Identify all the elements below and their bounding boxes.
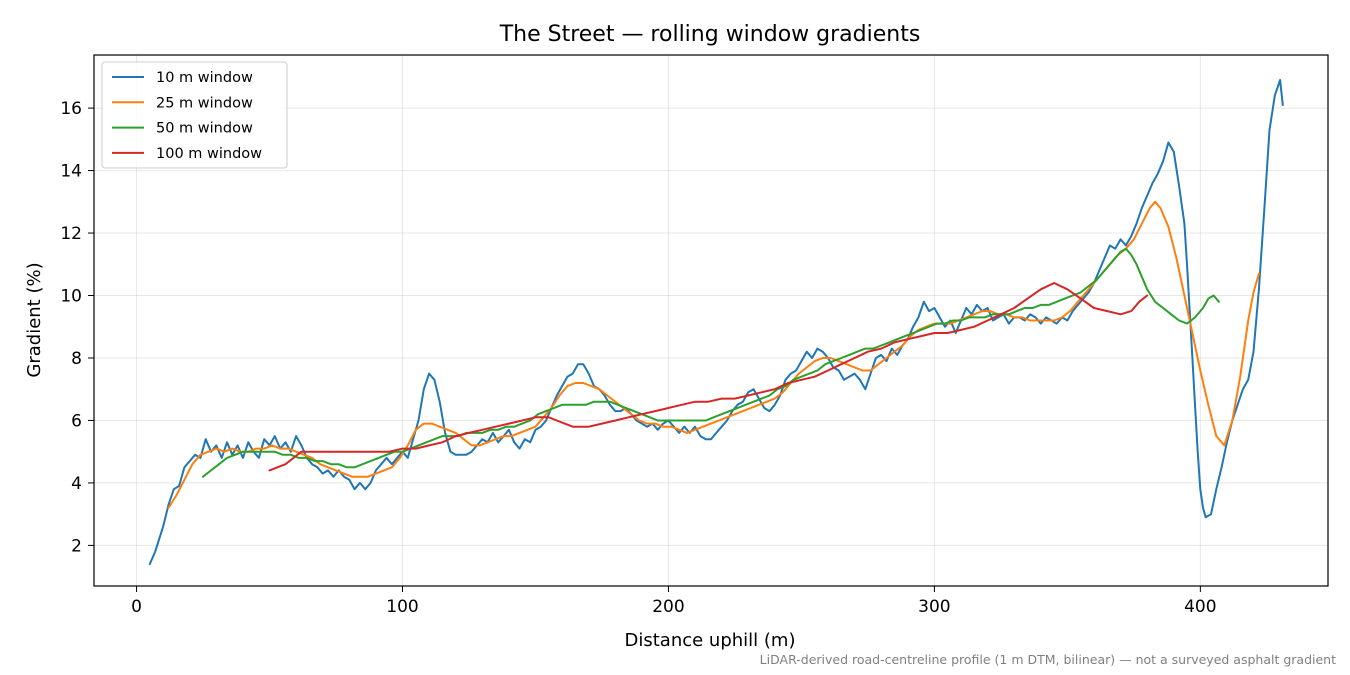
x-axis-label: Distance uphill (m) (625, 630, 796, 651)
x-tick-label: 0 (131, 597, 142, 617)
series-line-2 (167, 200, 1260, 509)
plot-frame (93, 54, 1329, 587)
y-axis-label: Gradient (%) (24, 262, 45, 377)
y-tick-label: 6 (71, 411, 82, 431)
legend-label: 50 m window (156, 121, 253, 137)
y-tick-label: 10 (60, 287, 82, 307)
series-line-3 (202, 247, 1220, 478)
series-line-4 (268, 282, 1149, 472)
y-tick-label: 2 (71, 536, 82, 556)
chart-title: The Street — rolling window gradients (499, 22, 921, 47)
axis-ticks: 0 100 200 300 400 2 4 6 8 10 12 14 16 (60, 99, 1216, 617)
y-tick-label: 12 (60, 224, 82, 244)
x-tick-label: 400 (1184, 597, 1216, 617)
y-tick-label: 4 (71, 474, 82, 494)
y-tick-label: 16 (60, 99, 82, 119)
footnote: LiDAR-derived road-centreline profile (1… (760, 652, 1336, 667)
x-tick-label: 300 (918, 597, 950, 617)
legend-label: 100 m window (156, 146, 262, 162)
x-tick-label: 100 (386, 597, 418, 617)
legend-items: 10 m window 25 m window 50 m window 100 m w… (112, 70, 262, 162)
legend-label: 10 m window (156, 70, 253, 86)
legend-box (101, 61, 288, 169)
y-tick-label: 14 (60, 162, 82, 182)
x-tick-label: 200 (652, 597, 684, 617)
grid-lines (94, 55, 1328, 586)
series-layer (148, 79, 1284, 566)
legend-label: 25 m window (156, 95, 253, 111)
legend: 10 m window 25 m window 50 m window 100 m w… (101, 61, 288, 169)
y-tick-label: 8 (71, 349, 82, 369)
